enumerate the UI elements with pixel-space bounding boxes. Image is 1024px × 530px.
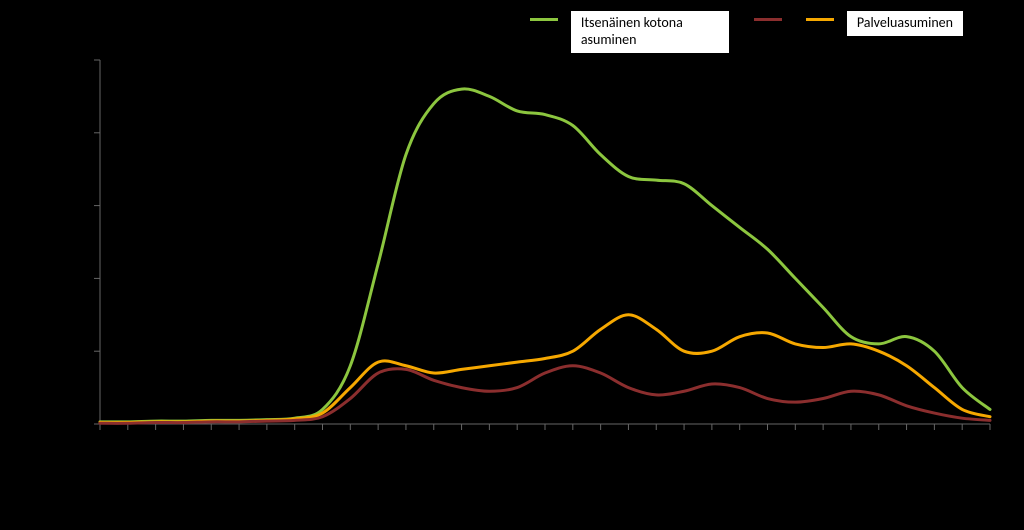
line-chart: Itsenäinen kotona asuminen Palveluasumin… xyxy=(0,0,1024,530)
legend-swatch xyxy=(754,18,782,21)
plot-area xyxy=(0,0,1024,530)
legend-item-green: Itsenäinen kotona asuminen xyxy=(530,10,730,54)
series-group xyxy=(100,89,990,423)
legend: Itsenäinen kotona asuminen Palveluasumin… xyxy=(0,10,1024,54)
legend-swatch xyxy=(530,18,558,21)
legend-label: Itsenäinen kotona asuminen xyxy=(570,10,730,54)
legend-item-maroon xyxy=(754,10,782,54)
series-line xyxy=(100,315,990,423)
legend-item-orange: Palveluasuminen xyxy=(806,10,964,54)
series-line xyxy=(100,366,990,424)
legend-swatch xyxy=(806,18,834,21)
legend-label: Palveluasuminen xyxy=(846,10,964,37)
